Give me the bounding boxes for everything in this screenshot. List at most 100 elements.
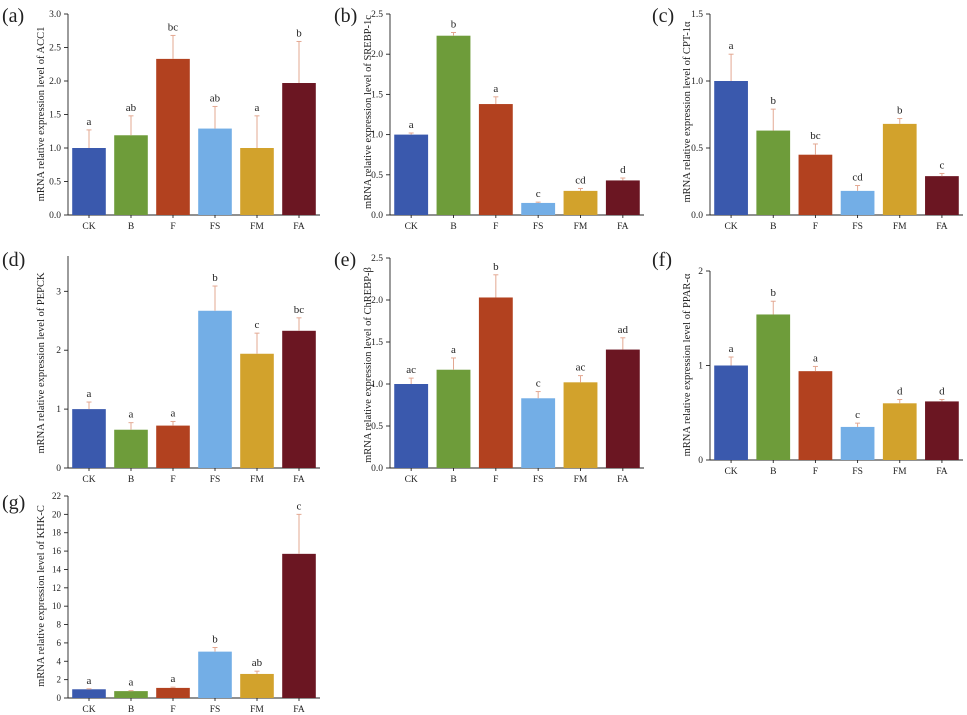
y-axis-label: mRNA relative expression level of SREBP-… [363,15,374,209]
y-tick-label: 2.5 [371,10,383,20]
y-tick-label: 0.5 [49,178,61,188]
x-tick-label: FM [574,222,588,232]
y-tick-label: 0.5 [691,144,703,154]
bar-fm [240,673,274,698]
significance-letter: a [729,343,734,355]
x-tick-label: CK [724,467,737,477]
x-tick-label: B [128,705,134,715]
significance-letter: c [536,378,541,390]
x-tick-label: FS [210,705,221,715]
bar-ck [714,81,748,215]
significance-letter: a [493,83,498,95]
significance-letter: ab [126,102,137,114]
x-tick-label: FS [533,475,544,485]
x-tick-label: B [128,475,134,485]
y-tick-label: 1.0 [49,144,61,154]
y-tick-label: 1.0 [691,77,703,87]
significance-letter: ab [210,92,221,104]
x-tick-label: FM [250,475,264,485]
y-tick-label: 2 [56,346,61,356]
significance-letter: a [171,673,176,685]
bar-fs [840,190,875,215]
significance-letter: b [493,261,499,273]
y-tick-label: 1.0 [371,131,383,141]
bar-fm [240,148,274,215]
significance-letter: cd [852,172,863,184]
significance-letter: c [536,188,541,200]
significance-letter: ad [618,324,629,336]
y-tick-label: 2.0 [49,77,61,87]
x-tick-label: FM [893,222,907,232]
y-tick-label: 1 [698,362,703,372]
significance-letter: bc [168,21,179,33]
panel-label: (b) [334,5,357,27]
bar-fm [882,123,917,215]
y-tick-label: 20 [52,509,62,519]
significance-letter: a [255,102,260,114]
significance-letter: d [897,386,903,398]
x-tick-label: FM [574,475,588,485]
x-tick-label: FM [250,222,264,232]
plot-area: 0.0 0.5 1.0 1.5 2.0 2.5 a CK b Ba Fc FS cd FM d FA [371,10,644,232]
panel-label: (f) [652,249,672,271]
significance-letter: c [939,159,944,171]
x-tick-label: B [450,222,456,232]
bar-fa [282,330,316,468]
y-tick-label: 14 [52,564,62,574]
panel-label: (e) [334,249,356,271]
bar-ck [714,365,748,460]
bar-fm [563,382,598,468]
x-tick-label: FM [250,705,264,715]
bar-f [478,297,513,468]
x-tick-label: B [770,467,776,477]
plot-area: 0 1 2 a CK b Ba Fc FS d FM d FA [698,267,963,477]
y-tick-label: 6 [57,638,62,648]
bar-f [798,154,833,215]
y-axis-label: mRNA relative expression level of PEPCK [36,272,47,454]
significance-letter: a [129,409,134,421]
y-tick-label: 0.0 [371,211,383,221]
x-tick-label: F [493,222,498,232]
significance-letter: ac [406,364,416,376]
y-tick-label: 2.5 [371,254,383,264]
bar-fm [240,353,274,468]
panel-a: (a) mRNA relative expression level of AC… [2,5,320,232]
bar-fs [198,310,232,468]
y-tick-label: 0.0 [49,211,61,221]
significance-letter: a [729,40,734,52]
significance-letter: b [212,634,218,646]
x-tick-label: FA [936,467,948,477]
significance-letter: a [87,388,92,400]
bar-b [114,135,148,215]
y-tick-label: 0 [698,456,703,466]
x-tick-label: F [170,222,175,232]
y-tick-label: 2 [698,267,703,277]
x-tick-label: B [450,475,456,485]
x-tick-label: CK [82,475,95,485]
bar-fa [605,180,640,215]
bar-fs [198,651,232,698]
y-tick-label: 2.0 [371,296,383,306]
panel-b: (b) mRNA relative expression level of SR… [334,5,644,232]
bar-b [756,130,791,215]
significance-letter: a [87,116,92,128]
x-tick-label: F [813,467,818,477]
panel-label: (a) [2,5,24,27]
x-tick-label: FM [893,467,907,477]
y-tick-label: 22 [52,491,61,501]
significance-letter: a [171,407,176,419]
bar-f [156,425,190,468]
y-tick-label: 0.0 [371,464,383,474]
bar-fs [840,426,875,460]
x-tick-label: FS [533,222,544,232]
y-tick-label: 0 [57,693,62,703]
panel-label: (c) [652,5,674,27]
significance-letter: bc [294,304,305,316]
x-tick-label: FA [293,475,305,485]
significance-letter: d [939,386,945,398]
y-tick-label: 10 [52,601,62,611]
x-tick-label: FA [293,222,305,232]
significance-letter: ab [252,657,263,669]
x-tick-label: FA [617,475,629,485]
significance-letter: c [855,409,860,421]
